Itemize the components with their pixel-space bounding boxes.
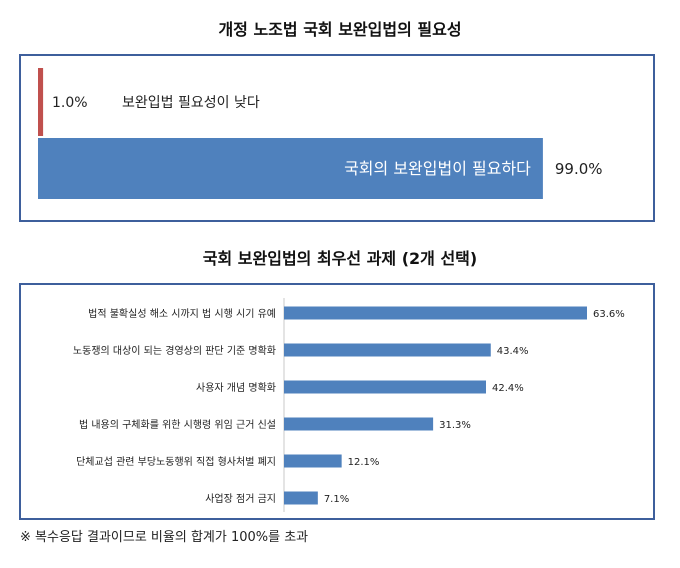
chart2-bar [284,417,434,431]
chart2-value-label: 43.4% [497,346,529,357]
chart2-panel [19,283,655,520]
chart1-category-label-high: 국회의 보완입법이 필요하다 [344,159,531,178]
chart2-bar [284,380,486,394]
chart1-title: 개정 노조법 국회 보완입법의 필요성 [218,20,462,39]
chart2-category-label: 사업장 점거 금지 [205,492,276,505]
chart1-value-label-high: 99.0% [555,160,603,178]
chart2-bar [284,491,318,505]
chart2-value-label: 12.1% [348,457,380,468]
chart2-bar [284,343,491,357]
chart2-category-label: 노동쟁의 대상이 되는 경영상의 판단 기준 명확화 [73,344,276,357]
footnote: ※ 복수응답 결과이므로 비율의 합계가 100%를 초과 [20,530,309,545]
chart2-bar [284,454,342,468]
chart1-bar-high [38,138,543,199]
chart2-bar [284,306,587,320]
chart2-category-label: 법적 불확실성 해소 시까지 법 시행 시기 유예 [88,307,276,320]
chart2-value-label: 63.6% [593,309,625,320]
chart2-value-label: 31.3% [439,420,471,431]
chart2-category-label: 단체교섭 관련 부당노동행위 직접 형사처벌 폐지 [76,455,276,468]
chart1-bar-low [38,68,44,136]
chart2-value-label: 7.1% [324,494,349,505]
chart2-category-label: 법 내용의 구체화를 위한 시행령 위임 근거 신설 [79,418,276,431]
chart1-category-label-low: 보완입법 필요성이 낮다 [122,95,260,111]
chart2-category-label: 사용자 개념 명확화 [196,382,276,394]
chart2-title: 국회 보완입법의 최우선 과제 (2개 선택) [202,249,478,268]
chart2-value-label: 42.4% [492,383,524,394]
chart1-value-label-low: 1.0% [52,95,88,111]
